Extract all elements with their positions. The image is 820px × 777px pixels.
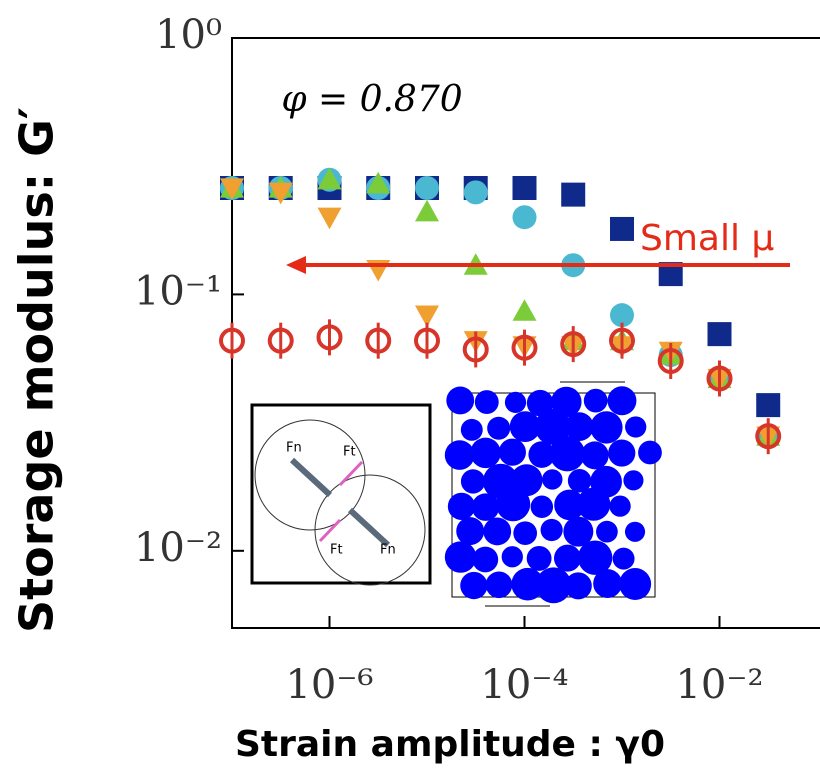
- inset-label: Fn: [380, 543, 396, 558]
- inset-label: Fn: [286, 441, 302, 456]
- disc: [444, 541, 477, 573]
- disc: [444, 440, 475, 470]
- disc: [583, 388, 608, 413]
- force-arrow: [338, 460, 364, 487]
- disc: [624, 521, 646, 542]
- square-marker: [756, 393, 781, 418]
- disc: [501, 546, 523, 568]
- y-tick-label: 10⁰: [155, 12, 222, 58]
- disc: [534, 409, 571, 445]
- triangle-marker: [317, 167, 342, 190]
- circle-marker: [463, 180, 488, 205]
- disc: [504, 391, 527, 413]
- disc: [596, 520, 618, 543]
- inset-box: [250, 403, 432, 585]
- disc: [553, 544, 582, 572]
- x-axis-label: Strain amplitude : γ0: [235, 724, 665, 765]
- x-tick-label: 10⁻²: [675, 662, 763, 708]
- disc: [471, 493, 500, 521]
- x-tick-label: 10⁻⁴: [480, 662, 568, 708]
- phi-annotation: φ = 0.870: [281, 79, 462, 120]
- disc: [608, 439, 636, 467]
- disc: [564, 412, 594, 441]
- disc: [530, 495, 554, 519]
- triangle-marker: [415, 305, 439, 328]
- disc: [577, 540, 613, 575]
- disc: [528, 441, 556, 468]
- disc: [625, 416, 647, 438]
- arrowhead: [286, 256, 306, 274]
- y-tick-label: 10⁻¹: [134, 268, 222, 314]
- disc: [526, 389, 554, 417]
- square-marker: [561, 182, 586, 207]
- disc: [593, 569, 623, 599]
- inset-contact: Fn Ft Ft Fn: [250, 403, 432, 586]
- force-arrow: [347, 507, 391, 548]
- disc: [509, 411, 541, 443]
- circle-marker: [415, 176, 439, 201]
- y-axis-label: Storage modulus: G′: [10, 107, 64, 633]
- disc: [623, 470, 644, 491]
- disc: [607, 386, 637, 416]
- disc: [470, 437, 501, 469]
- disc: [485, 571, 513, 599]
- disc: [549, 436, 585, 472]
- y-tick-label: 10⁻²: [134, 525, 222, 571]
- square-marker: [610, 216, 634, 241]
- square-marker: [707, 322, 732, 347]
- triangle-marker: [317, 207, 342, 230]
- disc: [609, 495, 631, 517]
- triangle-marker: [415, 199, 439, 222]
- disc: [612, 547, 635, 570]
- disc: [446, 386, 475, 415]
- disc: [487, 416, 511, 440]
- triangle-marker: [268, 182, 293, 205]
- triangle-marker: [366, 171, 391, 194]
- disc: [619, 568, 652, 601]
- packing: [444, 386, 662, 604]
- disc: [590, 411, 623, 444]
- disc: [554, 489, 585, 521]
- disc: [460, 418, 483, 441]
- disc: [577, 487, 611, 521]
- circle-marker: [512, 205, 537, 230]
- disc: [474, 390, 499, 414]
- disc: [447, 492, 476, 521]
- disc: [498, 438, 526, 466]
- disc: [542, 469, 563, 490]
- disc: [456, 517, 485, 546]
- inset-label: Ft: [330, 543, 343, 558]
- disc: [540, 518, 563, 542]
- force-arrow: [318, 518, 342, 543]
- disc: [551, 386, 582, 418]
- triangle-marker: [512, 299, 537, 321]
- disc: [495, 486, 531, 522]
- disc: [511, 567, 544, 601]
- x-tick-label: 10⁻⁶: [285, 662, 373, 708]
- force-arrow: [289, 457, 333, 498]
- small-mu-label: Small μ: [640, 218, 774, 259]
- disc: [472, 546, 499, 573]
- disc: [563, 516, 594, 547]
- disc: [460, 571, 488, 600]
- disc: [483, 517, 512, 546]
- disc: [513, 521, 538, 546]
- inset-label: Ft: [343, 445, 356, 460]
- disc: [535, 567, 572, 604]
- disc: [638, 440, 662, 465]
- triangle-marker: [220, 178, 244, 201]
- circle-marker: [610, 303, 634, 328]
- disc: [567, 469, 592, 493]
- disc: [580, 441, 609, 470]
- disc: [564, 572, 592, 600]
- particle: [314, 474, 426, 586]
- disc: [526, 545, 552, 571]
- square-marker: [512, 176, 537, 201]
- disc: [460, 469, 486, 494]
